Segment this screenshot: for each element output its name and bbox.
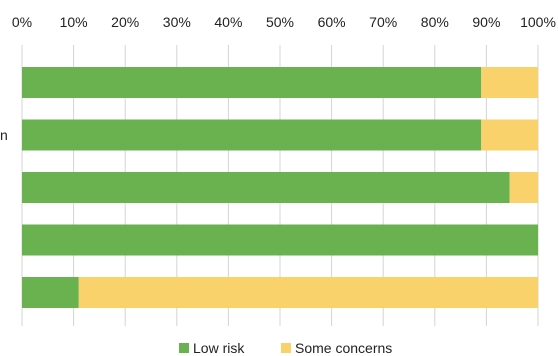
legend: Low risk Some concerns — [179, 340, 392, 356]
legend-swatch-some-concerns — [281, 343, 291, 353]
x-tick-label: 50% — [266, 14, 294, 30]
bar-low-risk — [22, 172, 510, 203]
x-axis-ticks: 0% 10% 20% 30% 40% 50% 60% 70% 80% 90% 100% — [12, 14, 556, 30]
legend-label-low-risk: Low risk — [193, 340, 245, 356]
category-label: n — [0, 127, 8, 143]
bar-some-concerns — [481, 67, 538, 98]
bar-low-risk — [22, 224, 538, 256]
bar-some-concerns — [509, 172, 538, 203]
x-tick-label: 70% — [369, 14, 397, 30]
bar-low-risk — [22, 67, 482, 98]
bars — [22, 67, 538, 308]
bar-low-risk — [22, 277, 79, 308]
x-tick-label: 90% — [472, 14, 500, 30]
bar-some-concerns — [481, 119, 538, 151]
bar-some-concerns — [78, 277, 538, 308]
x-tick-label: 20% — [111, 14, 139, 30]
legend-swatch-low-risk — [179, 343, 189, 353]
x-tick-label: 10% — [60, 14, 88, 30]
x-tick-label: 0% — [12, 14, 32, 30]
x-tick-label: 30% — [163, 14, 191, 30]
category-labels: n — [0, 127, 8, 143]
x-tick-label: 100% — [520, 14, 556, 30]
x-tick-label: 60% — [318, 14, 346, 30]
x-tick-label: 40% — [214, 14, 242, 30]
x-tick-label: 80% — [421, 14, 449, 30]
bar-low-risk — [22, 119, 482, 151]
legend-label-some-concerns: Some concerns — [295, 340, 392, 356]
